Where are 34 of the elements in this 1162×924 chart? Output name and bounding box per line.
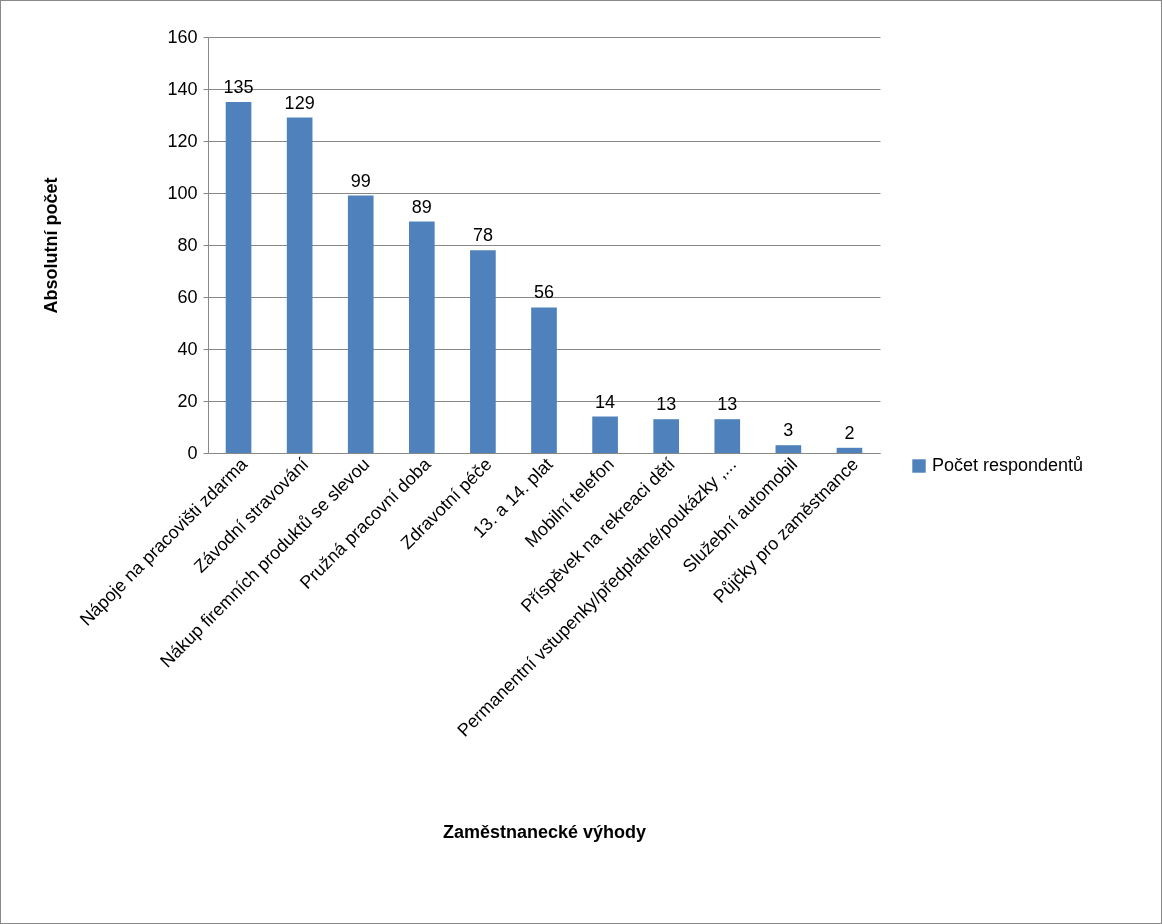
y-tick-label: 160	[167, 26, 198, 47]
data-label: 13	[656, 394, 677, 415]
data-label: 135	[223, 77, 254, 97]
bar	[714, 419, 741, 453]
data-label: 56	[533, 282, 555, 303]
data-label: 3	[783, 420, 794, 441]
bar	[408, 221, 435, 453]
y-tick-label: 120	[167, 130, 198, 151]
data-label: 99	[350, 170, 371, 191]
bar	[836, 447, 863, 453]
y-tick-label: 0	[187, 442, 198, 463]
y-tick-label: 100	[167, 182, 198, 203]
data-label: 89	[411, 196, 432, 217]
bar	[286, 117, 313, 453]
bar	[653, 419, 680, 453]
y-tick-label: 80	[177, 234, 198, 255]
legend-label: Počet respondentů	[932, 455, 1084, 475]
bar	[775, 445, 802, 453]
bar	[470, 250, 496, 453]
y-tick-label: 140	[167, 78, 198, 99]
y-tick-label: 60	[177, 286, 198, 307]
y-tick-label: 20	[177, 390, 198, 411]
bar	[225, 102, 252, 453]
x-axis-title: Zaměstnanecké výhody	[442, 821, 647, 842]
data-label: 129	[284, 92, 315, 113]
data-label: 2	[844, 422, 855, 443]
y-tick-label: 40	[177, 338, 198, 359]
data-label: 78	[472, 225, 493, 246]
data-label: 14	[595, 391, 616, 412]
bar	[531, 307, 557, 453]
y-axis-title: Absolutní počet	[40, 177, 61, 314]
bar	[592, 416, 618, 453]
data-label: 13	[717, 394, 738, 415]
bar	[347, 195, 374, 453]
